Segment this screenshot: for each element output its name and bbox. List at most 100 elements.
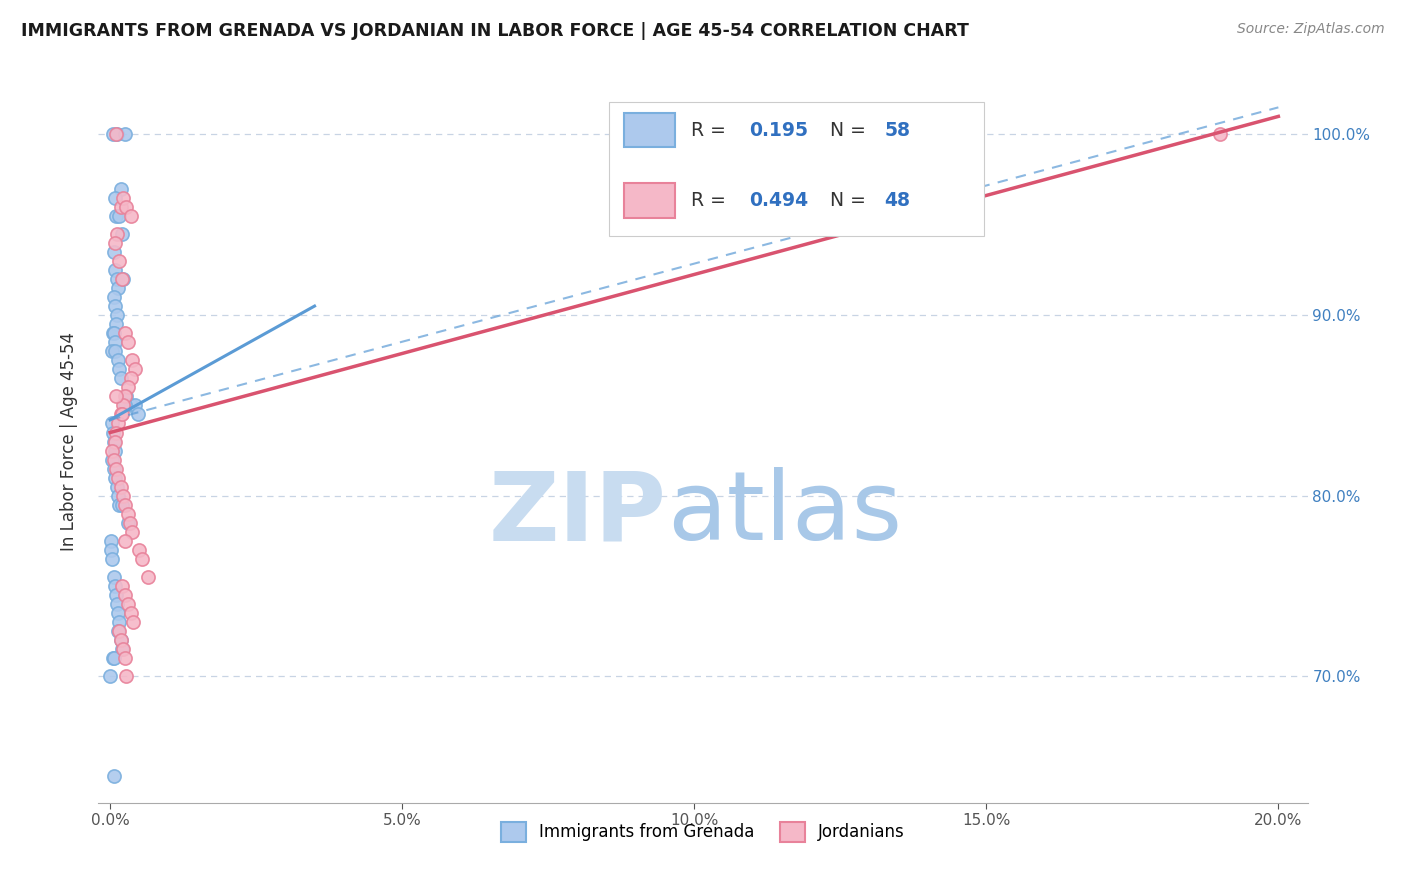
Point (105, 272, 128, 286)
Point (110, 480, 132, 494)
Point (111, 642, 134, 657)
Point (114, 588, 136, 602)
FancyBboxPatch shape (609, 102, 984, 235)
Text: R =: R = (690, 120, 731, 140)
Point (114, 533, 136, 548)
Point (103, 461, 125, 475)
Point (110, 371, 132, 385)
Point (103, 326, 125, 341)
Point (107, 606, 129, 620)
Point (117, 597, 139, 611)
Point (128, 543, 150, 558)
Point (131, 552, 153, 566)
Point (98, 669, 121, 683)
Point (117, 335, 139, 350)
Text: 0.494: 0.494 (749, 191, 808, 210)
Point (110, 181, 132, 195)
Point (104, 461, 127, 475)
Point (107, 281, 129, 295)
Point (105, 597, 128, 611)
Point (107, 417, 129, 431)
Point (108, 254, 131, 268)
Point (104, 470, 127, 484)
Point (104, 263, 127, 277)
Point (103, 290, 125, 304)
Point (101, 651, 124, 665)
Point (105, 128, 128, 142)
Point (104, 335, 127, 350)
Point (100, 533, 122, 548)
Point (111, 489, 134, 503)
Point (100, 543, 122, 558)
Point (101, 326, 124, 341)
Point (111, 579, 134, 593)
Point (101, 452, 124, 467)
Point (120, 371, 142, 385)
Point (107, 624, 129, 639)
Point (101, 128, 124, 142)
Point (114, 498, 136, 512)
Point (105, 227, 128, 241)
Legend: Immigrants from Grenada, Jordanians: Immigrants from Grenada, Jordanians (495, 815, 911, 848)
Point (101, 552, 124, 566)
Point (121, 353, 143, 368)
Point (111, 408, 134, 422)
Y-axis label: In Labor Force | Age 45-54: In Labor Force | Age 45-54 (59, 332, 77, 551)
Point (121, 524, 143, 539)
Text: 58: 58 (884, 120, 910, 140)
Text: Source: ZipAtlas.com: Source: ZipAtlas.com (1237, 22, 1385, 37)
Point (107, 470, 129, 484)
Point (104, 235, 127, 250)
Point (111, 272, 134, 286)
Point (120, 209, 142, 223)
FancyBboxPatch shape (624, 183, 675, 218)
Point (103, 651, 125, 665)
Text: 48: 48 (884, 191, 910, 210)
Point (114, 398, 136, 412)
Point (104, 579, 127, 593)
Text: atlas: atlas (666, 467, 901, 560)
Point (103, 570, 125, 584)
Point (111, 227, 134, 241)
Point (114, 326, 136, 341)
Point (110, 633, 132, 648)
Point (108, 624, 131, 639)
Point (105, 480, 128, 494)
Point (124, 362, 146, 376)
Point (124, 398, 146, 412)
Point (101, 417, 124, 431)
Point (115, 389, 138, 403)
Point (127, 408, 149, 422)
Point (117, 516, 139, 530)
Point (120, 398, 142, 412)
Point (108, 209, 131, 223)
Point (111, 398, 134, 412)
Point (108, 615, 131, 630)
Point (115, 200, 138, 214)
Point (104, 128, 127, 142)
Point (103, 769, 125, 783)
Point (117, 380, 139, 394)
Point (111, 498, 134, 512)
Point (104, 434, 127, 449)
Point (111, 272, 134, 286)
Point (111, 191, 134, 205)
Point (136, 570, 159, 584)
Point (101, 443, 124, 458)
Point (104, 344, 127, 359)
Point (105, 308, 128, 322)
Point (107, 353, 129, 368)
Point (104, 317, 127, 331)
Text: IMMIGRANTS FROM GRENADA VS JORDANIAN IN LABOR FORCE | AGE 45-54 CORRELATION CHAR: IMMIGRANTS FROM GRENADA VS JORDANIAN IN … (21, 22, 969, 40)
Point (110, 633, 132, 648)
Text: R =: R = (690, 191, 731, 210)
Point (103, 434, 125, 449)
Point (108, 362, 131, 376)
Point (122, 615, 145, 630)
Point (110, 200, 132, 214)
FancyBboxPatch shape (624, 112, 675, 147)
Point (104, 443, 127, 458)
Point (108, 498, 131, 512)
Point (101, 425, 124, 440)
Point (104, 389, 127, 403)
